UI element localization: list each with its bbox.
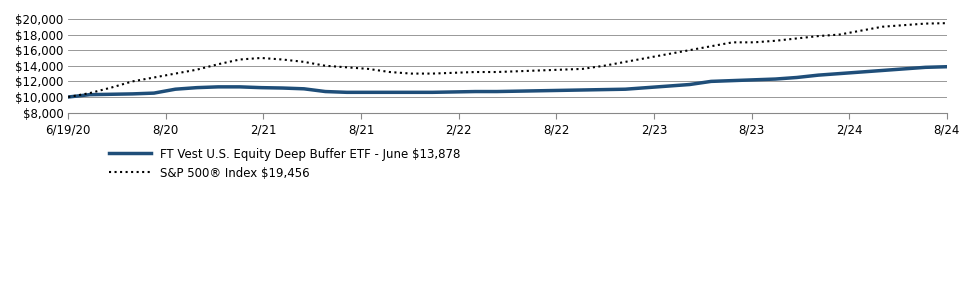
Legend: FT Vest U.S. Equity Deep Buffer ETF - June $13,878, S&P 500® Index $19,456: FT Vest U.S. Equity Deep Buffer ETF - Ju…: [109, 148, 460, 180]
